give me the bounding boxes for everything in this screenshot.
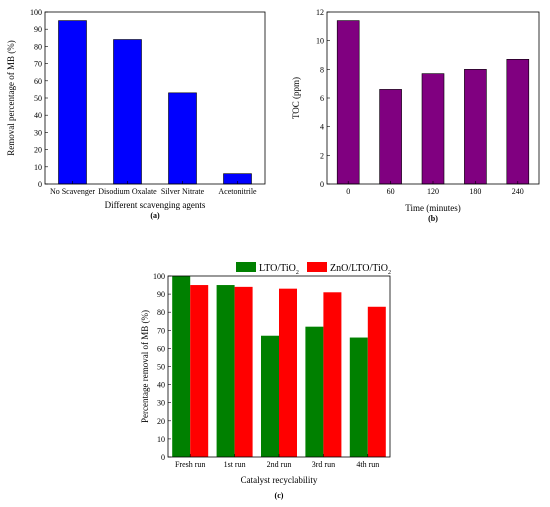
- y-tick-label: 40: [157, 381, 165, 390]
- chart-panel-c: 0 10 20 30 40 50 60 70 80 90 100 Fresh run 1st run 2n…: [140, 262, 391, 500]
- y-tick-label: 60: [157, 344, 165, 353]
- x-tick-label: 4th run: [356, 460, 379, 469]
- x-tick-label: 180: [469, 187, 481, 196]
- y-tick-label: 8: [320, 65, 324, 74]
- y-tick-label: 10: [157, 435, 165, 444]
- bar-zno-3: [323, 292, 342, 457]
- panel-caption: (a): [150, 211, 160, 220]
- y-axis-label: Percentage removal of MB (%): [140, 310, 150, 423]
- y-tick-label: 0: [320, 180, 324, 189]
- panel-caption: (c): [275, 491, 284, 500]
- y-tick-label: 12: [316, 8, 324, 17]
- chart-panel-a: 0 10 20 30 40 50 60 70 80 90 100 No Scavenger Disodi…: [6, 8, 266, 220]
- legend-swatch-0: [236, 262, 256, 272]
- y-tick-label: 6: [320, 94, 324, 103]
- y-tick-label: 90: [34, 25, 42, 34]
- x-axis-label: Time (minutes): [405, 203, 460, 213]
- y-tick-label: 20: [157, 417, 165, 426]
- legend-subscript: 2: [388, 270, 391, 276]
- y-tick-label: 100: [153, 272, 165, 281]
- y-tick-label: 80: [157, 308, 165, 317]
- y-tick-label: 10: [34, 163, 42, 172]
- bar-lto-3: [305, 326, 324, 457]
- x-tick-label: 60: [387, 187, 395, 196]
- y-tick-label: 30: [34, 128, 42, 137]
- y-tick-label: 100: [30, 8, 42, 17]
- y-tick-label: 30: [157, 399, 165, 408]
- bar-zno-2: [279, 288, 297, 457]
- bar-4: [506, 58, 530, 185]
- x-tick-label: 2nd run: [267, 460, 292, 469]
- legend-swatch-1: [307, 262, 327, 272]
- bar-1: [113, 39, 142, 185]
- bar-zno-1: [234, 286, 253, 457]
- x-tick-label: Fresh run: [175, 460, 205, 469]
- x-tick-label: 120: [427, 187, 439, 196]
- bar-1: [379, 89, 402, 185]
- x-axis-label: Different scavenging agents: [105, 200, 206, 210]
- x-tick-label: Acetonitrile: [218, 187, 257, 196]
- y-tick-label: 70: [157, 326, 165, 335]
- y-tick-label: 50: [157, 363, 165, 372]
- bar-lto-1: [216, 285, 235, 457]
- y-tick-label: 0: [38, 180, 42, 189]
- y-tick-label: 60: [34, 77, 42, 86]
- y-tick-label: 10: [316, 37, 324, 46]
- legend-label-1: ZnO/LTO/TiO2: [330, 263, 391, 276]
- bar-0: [336, 20, 360, 185]
- y-tick-label: 40: [34, 111, 42, 120]
- legend-subscript: 2: [296, 270, 299, 276]
- x-axis-label: Catalyst recyclability: [241, 475, 318, 485]
- bar-zno-0: [190, 285, 209, 457]
- x-tick-label: 3rd run: [312, 460, 335, 469]
- x-tick-label: 240: [512, 187, 524, 196]
- bar-2: [168, 92, 197, 185]
- x-tick-label: No Scavenger: [50, 187, 95, 196]
- panel-caption: (b): [428, 214, 438, 223]
- x-tick-label: Silver Nitrate: [161, 187, 205, 196]
- y-tick-label: 4: [320, 123, 324, 132]
- y-tick-label: 20: [34, 146, 42, 155]
- y-axis-label: Removal percentage of MB (%): [6, 40, 16, 155]
- bar-lto-4: [349, 337, 368, 457]
- x-tick-label: 1st run: [224, 460, 246, 469]
- legend-label-0: LTO/TiO2: [259, 263, 299, 276]
- y-tick-label: 70: [34, 60, 42, 69]
- bar-2: [421, 73, 445, 185]
- x-tick-label: Disodium Oxalate: [98, 187, 157, 196]
- y-axis-label: TOC (ppm): [291, 77, 301, 119]
- y-tick-label: 80: [34, 42, 42, 51]
- bar-lto-2: [261, 335, 279, 457]
- y-tick-label: 0: [161, 453, 165, 462]
- bar-zno-4: [367, 306, 386, 457]
- y-tick-label: 50: [34, 94, 42, 103]
- y-tick-label: 2: [320, 151, 324, 160]
- x-tick-label: 0: [346, 187, 350, 196]
- bar-0: [58, 20, 87, 185]
- bar-lto-0: [172, 276, 191, 457]
- bar-3: [464, 69, 487, 185]
- y-tick-label: 90: [157, 290, 165, 299]
